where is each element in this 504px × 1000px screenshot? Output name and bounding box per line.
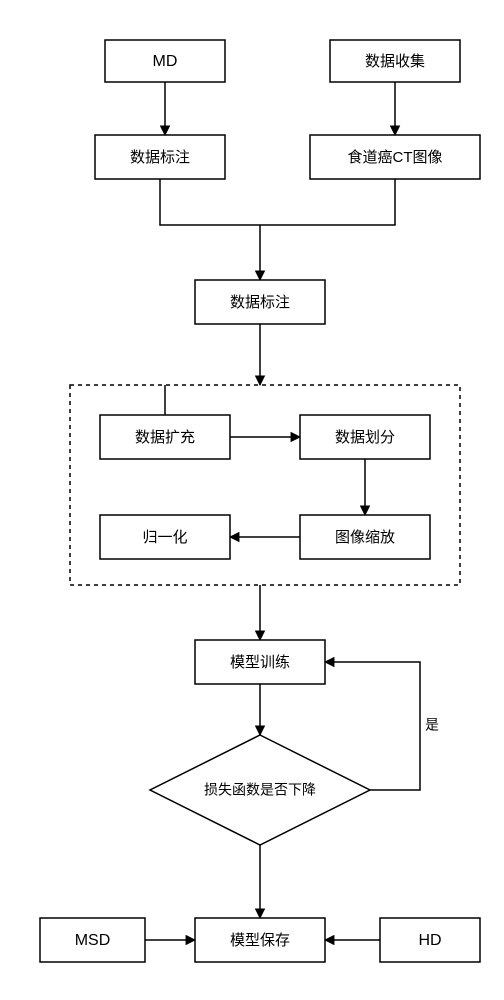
node-train-label: 模型训练	[230, 654, 290, 671]
edge-2	[160, 179, 395, 225]
node-collect-label: 数据收集	[365, 53, 425, 70]
node-decision-label: 损失函数是否下降	[204, 782, 316, 798]
node-annot2-label: 数据标注	[230, 294, 290, 311]
node-hd-label: HD	[418, 932, 441, 949]
edge-11	[325, 662, 420, 790]
node-norm-label: 归一化	[142, 529, 187, 546]
node-split-label: 数据划分	[335, 429, 395, 446]
node-aug-label: 数据扩充	[135, 429, 195, 446]
node-save-label: 模型保存	[230, 932, 290, 949]
node-ct-label: 食道癌CT图像	[348, 149, 443, 166]
node-msd-label: MSD	[75, 932, 111, 949]
node-annot1-label: 数据标注	[130, 149, 190, 166]
node-scale-label: 图像缩放	[335, 529, 395, 546]
edge-label-11: 是	[425, 717, 439, 733]
node-md-label: MD	[153, 53, 178, 70]
